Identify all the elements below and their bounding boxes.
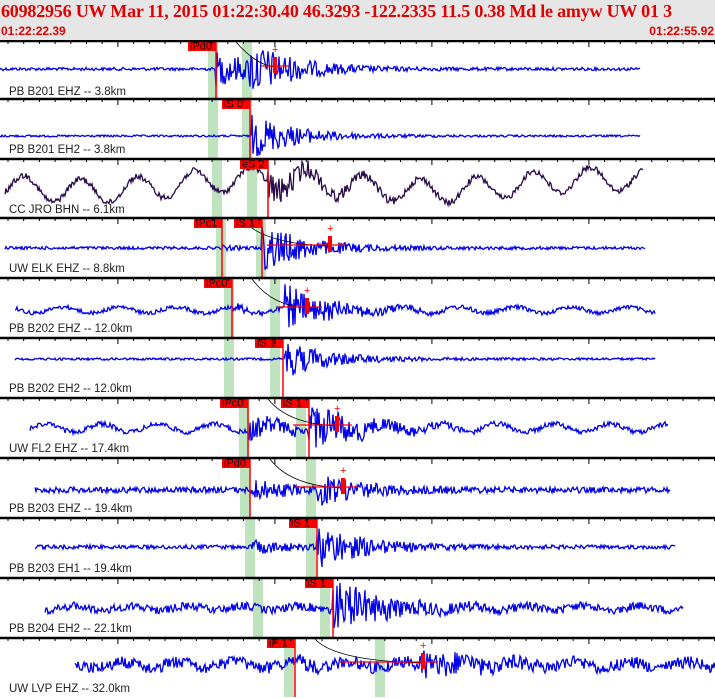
pick-label-box[interactable] — [222, 98, 250, 109]
end-time: 01:22:55.92 — [649, 24, 714, 38]
waveform-trace — [34, 528, 676, 568]
predicted-arrival-band — [247, 158, 257, 218]
predicted-arrival-band — [212, 158, 222, 218]
waveform-trace — [0, 114, 641, 157]
pick-label-box[interactable] — [289, 517, 317, 528]
pick-label[interactable]: iP 1 — [269, 638, 288, 650]
waveform-trace — [14, 343, 656, 376]
predicted-arrival-band — [284, 637, 294, 697]
channel-panel[interactable]: + iPc0 PB B202 EHZ -- 12.0km — [0, 276, 715, 337]
plus-icon: + — [340, 465, 346, 477]
event-header: 60982956 UW Mar 11, 2015 01:22:30.40 46.… — [0, 0, 715, 40]
channel-label: PB B203 EHZ -- 19.4km — [9, 503, 132, 515]
channel-panel[interactable]: + iPd0 PB B201 EHZ -- 3.8km — [0, 40, 715, 100]
channel-panel[interactable]: iS 1 PB B203 EH1 -- 19.4km — [0, 516, 715, 577]
channel-panel[interactable]: iS 1 PB B202 EH2 -- 12.0km — [0, 336, 715, 397]
coda-marker — [421, 653, 425, 669]
channel-panel[interactable]: iS 1 PB B204 EH2 -- 22.1km — [0, 576, 715, 637]
predicted-arrival-band — [320, 577, 330, 637]
coda-marker — [273, 57, 277, 73]
channel-panel[interactable]: + iPc1 iS 1 UW ELK EHZ -- 8.8km — [0, 216, 715, 277]
predicted-arrival-band — [224, 337, 234, 397]
channel-panel[interactable]: + iPc0 iS 1 UW FL2 EHZ -- 17.4km — [0, 396, 715, 457]
pick-label[interactable]: iPd0 — [224, 458, 246, 470]
channel-panel[interactable]: + iP 1 UW LVP EHZ -- 32.0km — [0, 636, 715, 697]
waveform-trace — [0, 50, 641, 89]
channel-label: PB B203 EH1 -- 19.4km — [9, 563, 132, 575]
waveform-trace — [29, 407, 669, 448]
predicted-arrival-band — [296, 397, 306, 457]
channel-label: PB B204 EH2 -- 22.1km — [9, 623, 132, 635]
predicted-arrival-band — [240, 457, 250, 517]
channel-panel[interactable]: + iPd0 PB B203 EHZ -- 19.4km — [0, 456, 715, 517]
coda-marker — [305, 298, 309, 314]
pick-label[interactable]: iS 1 — [257, 338, 276, 350]
channel-panel[interactable]: eS 2 CC JRO BHN -- 6.1km — [0, 157, 715, 218]
waveform-trace — [4, 226, 646, 270]
start-time: 01:22:22.39 — [1, 24, 66, 38]
predicted-arrival-band — [208, 40, 218, 100]
channel-label: PB B202 EHZ -- 12.0km — [9, 323, 132, 335]
channel-label: PB B201 EHZ -- 3.8km — [9, 86, 126, 98]
pick-label-box[interactable] — [222, 457, 250, 468]
predicted-arrival-band — [208, 98, 218, 158]
plus-icon: + — [420, 640, 426, 652]
plus-icon: + — [304, 285, 310, 297]
pick-label-box[interactable] — [240, 158, 268, 169]
predicted-arrival-band — [253, 577, 263, 637]
seismogram-panels[interactable]: + iPd0 PB B201 EHZ -- 3.8km iS 0 PB B201 EH2… — [0, 40, 715, 698]
coda-marker — [335, 416, 339, 432]
predicted-arrival-band — [270, 337, 280, 397]
pick-label[interactable]: iS 1 — [236, 218, 255, 230]
event-title: 60982956 UW Mar 11, 2015 01:22:30.40 46.… — [1, 1, 672, 21]
channel-label: PB B202 EH2 -- 12.0km — [9, 383, 132, 395]
pick-label[interactable]: iPc0 — [206, 278, 227, 290]
pick-label-box[interactable] — [305, 577, 333, 588]
pick-label-box[interactable] — [188, 40, 216, 51]
predicted-arrival-band — [242, 98, 252, 158]
channel-panel[interactable]: iS 0 PB B201 EH2 -- 3.8km — [0, 97, 715, 158]
pick-label[interactable]: iS 1 — [291, 518, 310, 530]
coda-curve — [314, 638, 424, 664]
channel-label: UW ELK EHZ -- 8.8km — [9, 263, 125, 275]
pick-label-box[interactable] — [255, 337, 283, 348]
plus-icon: + — [327, 223, 333, 235]
predicted-arrival-band — [306, 517, 316, 577]
pick-label[interactable]: iS 0 — [224, 99, 243, 111]
waveform-trace — [44, 582, 684, 629]
predicted-arrival-band — [239, 397, 249, 457]
pick-label-box[interactable] — [194, 217, 222, 228]
pick-label[interactable]: iPc0 — [222, 398, 243, 410]
pick-label-box[interactable] — [281, 397, 309, 408]
predicted-arrival-band — [242, 40, 252, 100]
channel-label: PB B201 EH2 -- 3.8km — [9, 144, 125, 156]
channel-label: UW LVP EHZ -- 32.0km — [9, 683, 130, 695]
predicted-arrival-band — [270, 277, 280, 337]
waveform-trace — [4, 159, 644, 208]
pick-label-box[interactable] — [267, 637, 295, 648]
waveform-trace — [14, 284, 656, 328]
waveform-trace — [34, 476, 671, 506]
pick-label[interactable]: eS 2 — [242, 159, 265, 171]
plus-icon: + — [272, 44, 278, 56]
waveform-trace — [74, 650, 715, 679]
coda-marker — [328, 236, 332, 252]
pick-label[interactable]: iS 1 — [283, 398, 302, 410]
pick-label-box[interactable] — [220, 397, 248, 408]
predicted-arrival-band — [216, 217, 226, 277]
pick-label[interactable]: iS 1 — [307, 578, 326, 590]
channel-label: CC JRO BHN -- 6.1km — [9, 204, 125, 216]
predicted-arrival-band — [245, 517, 255, 577]
coda-marker — [341, 478, 345, 494]
pick-label[interactable]: iPc1 — [196, 218, 217, 230]
pick-label-box[interactable] — [204, 277, 232, 288]
channel-label: UW FL2 EHZ -- 17.4km — [9, 443, 129, 455]
pick-label[interactable]: iPd0 — [190, 41, 212, 53]
plus-icon: + — [334, 403, 340, 415]
pick-label-box[interactable] — [234, 217, 262, 228]
